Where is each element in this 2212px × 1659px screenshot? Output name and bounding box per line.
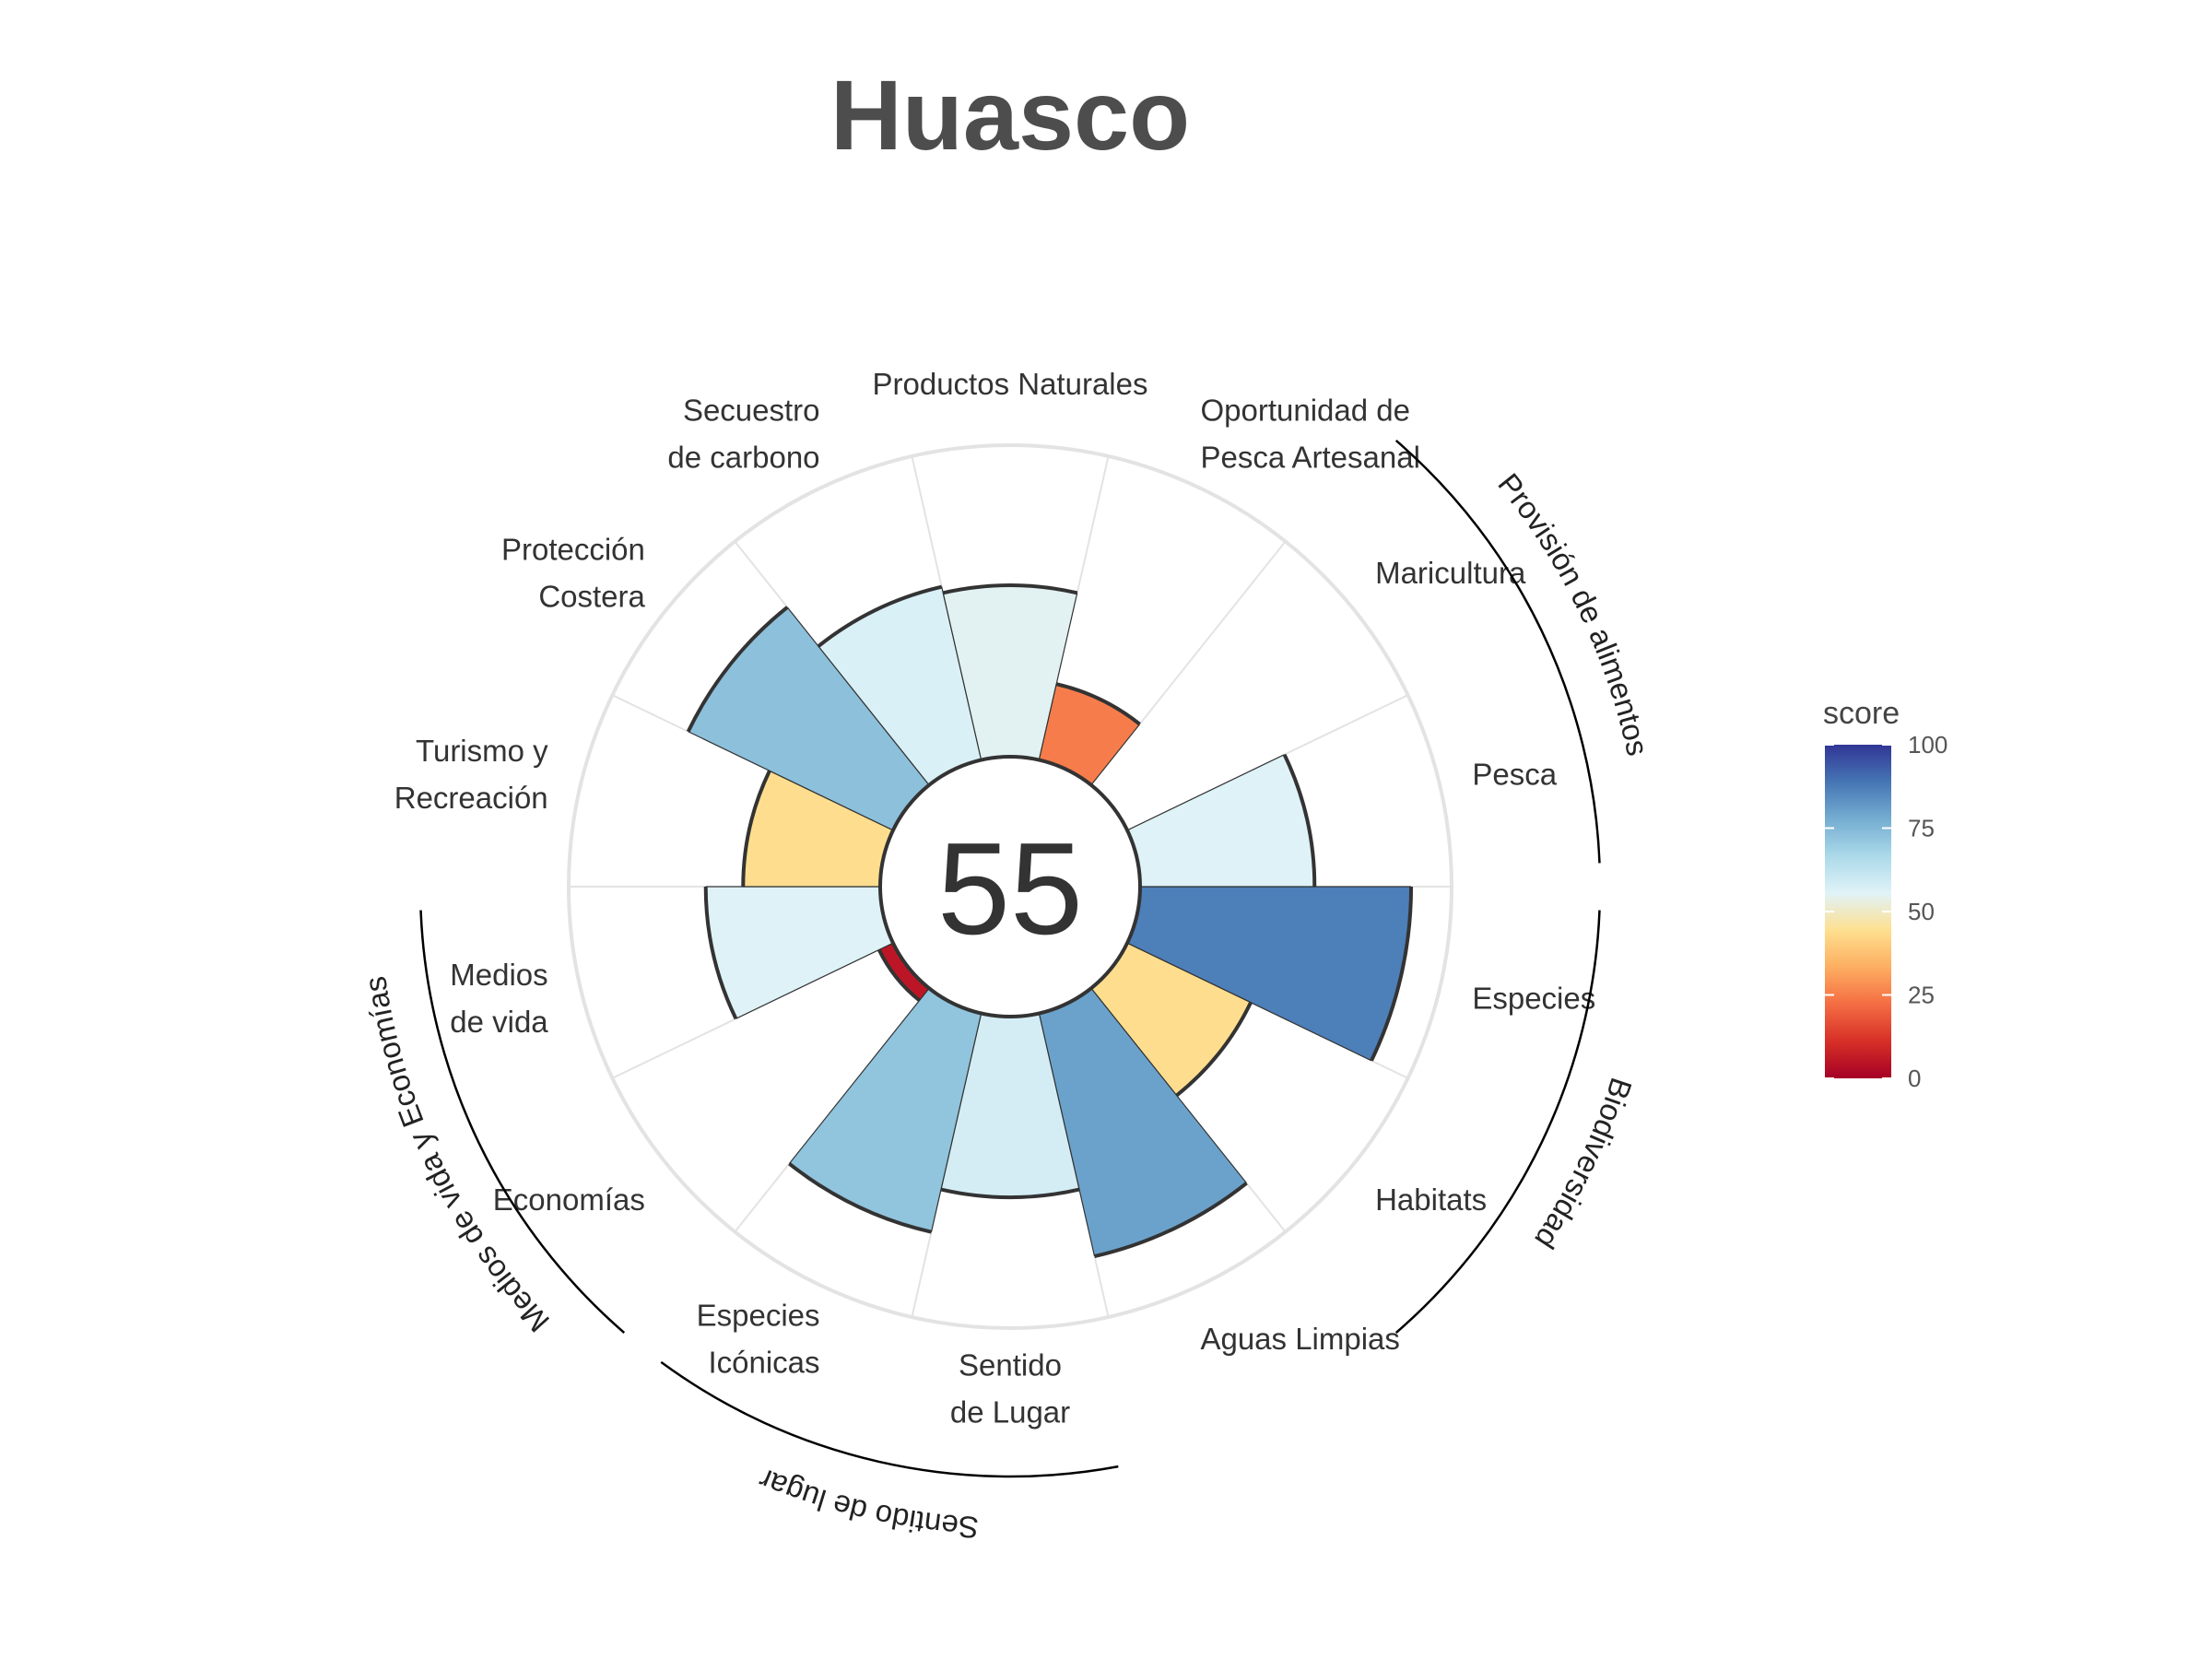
spoke-line: [911, 1231, 933, 1318]
label-line: Maricultura: [1375, 556, 1526, 590]
spoke-line: [911, 455, 943, 587]
group-label-provision-de-alimentos: Provisión de alimentos: [1491, 466, 1654, 759]
label-line: Recreación: [394, 781, 548, 815]
petal-layer: [687, 584, 1412, 1257]
spoke-line: [1093, 1255, 1110, 1318]
group-arc-medios-de-vida-y-economias: [419, 910, 626, 1334]
petal-edge-productos-naturales: [942, 583, 1078, 595]
label-line: Especies: [697, 1299, 820, 1333]
spoke-line: [1245, 1182, 1287, 1233]
label-productos-naturales: Productos Naturales: [873, 367, 1148, 401]
label-line: Productos Naturales: [873, 367, 1148, 401]
label-line: Sentido: [959, 1348, 1062, 1382]
group-arc-provision-de-alimentos: [1394, 440, 1601, 864]
label-line: Habitats: [1375, 1182, 1487, 1217]
label-especies-iconicas: Especies Icónicas: [697, 1299, 820, 1380]
label-line: Secuestro: [683, 393, 820, 427]
label-secuestro-de-carbono: Secuestro de carbono: [667, 393, 819, 474]
score-legend: score 100 75 50 25 0: [1823, 696, 1947, 1092]
label-medios-de-vida: Medios de vida: [450, 958, 548, 1039]
petal-medios-de-vida: [705, 886, 894, 1020]
spoke-line: [1284, 694, 1408, 756]
legend-tick-label: 25: [1908, 982, 1935, 1009]
center-circle: [878, 755, 1142, 1018]
petal-edge-habitats: [1175, 1001, 1253, 1098]
label-line: Costera: [538, 580, 645, 614]
legend-title: score: [1823, 696, 1900, 731]
label-oportunidad-de-pesca-artesanal: Oportunidad de Pesca Artesanal: [1200, 393, 1419, 474]
label-line: Aguas Limpias: [1200, 1322, 1399, 1356]
label-aguas-limpias: Aguas Limpias: [1200, 1322, 1399, 1356]
petal-edge-pesca: [1282, 753, 1317, 888]
label-line: Turismo y: [416, 734, 548, 768]
label-sentido-de-lugar: Sentido de Lugar: [950, 1348, 1070, 1430]
label-especies: Especies: [1472, 981, 1595, 1015]
center-score: 55: [937, 816, 1083, 962]
petal-outline-layer: [686, 583, 1414, 1259]
label-economias: Economías: [493, 1182, 645, 1217]
label-line: de vida: [450, 1005, 548, 1039]
petal-edge-medios-de-vida: [703, 886, 738, 1020]
legend-tick-label: 0: [1908, 1065, 1921, 1092]
label-line: Economías: [493, 1182, 645, 1217]
petal-edge-aguas-limpias: [1094, 1182, 1248, 1259]
petal-edge-especies-iconicas: [788, 1161, 932, 1234]
label-line: Pesca Artesanal: [1200, 440, 1419, 474]
label-pesca: Pesca: [1472, 758, 1557, 792]
legend-tick-label: 100: [1908, 731, 1947, 759]
label-habitats: Habitats: [1375, 1182, 1487, 1217]
legend-colorbar: [1825, 745, 1891, 1078]
spoke-line: [1138, 540, 1287, 725]
label-line: de Lugar: [950, 1395, 1070, 1430]
legend-tick-label: 75: [1908, 815, 1935, 842]
spoke-line: [734, 540, 789, 608]
group-label-biodiversidad: Biodiversidad: [1528, 1074, 1639, 1255]
petal-edge-economias: [877, 948, 921, 1003]
category-labels: Especies Habitats Aguas Limpias Sentido de L…: [394, 367, 1595, 1430]
petal-edge-oportunidad-de-pesca-artesanal: [1055, 682, 1141, 726]
legend-tick-label: 50: [1908, 898, 1935, 925]
petal-edge-turismo-y-recreacion: [741, 770, 771, 888]
group-label-sentido-de-lugar: Sentido de lugar: [754, 1462, 980, 1545]
label-line: de carbono: [667, 440, 819, 474]
label-line: Especies: [1472, 981, 1595, 1015]
group-arc-sentido-de-lugar: [660, 1360, 1119, 1478]
legend-ticks: 100 75 50 25 0: [1825, 731, 1947, 1092]
petal-edge-especies: [1370, 886, 1414, 1062]
label-line: Protección: [501, 533, 645, 567]
spoke-line: [612, 694, 689, 733]
spoke-line: [612, 1018, 736, 1079]
chart-title: Huasco: [830, 59, 1190, 171]
label-line: Pesca: [1472, 758, 1557, 792]
label-proteccion-costera: Protección Costera: [501, 533, 646, 614]
petal-edge-secuestro-de-carbono: [817, 584, 943, 648]
label-maricultura: Maricultura: [1375, 556, 1526, 590]
petal-pesca: [1126, 753, 1315, 888]
petal-edge-sentido-de-lugar: [940, 1187, 1080, 1200]
petal-especies-iconicas: [788, 987, 982, 1233]
grid-layer: [567, 443, 1453, 1330]
label-line: Oportunidad de: [1200, 393, 1410, 427]
group-arc-biodiversidad: [1394, 910, 1601, 1334]
label-line: Medios: [450, 958, 547, 992]
label-line: Icónicas: [708, 1346, 819, 1380]
petal-edge-proteccion-costera: [686, 606, 789, 733]
spoke-line: [734, 1162, 791, 1233]
spoke-line: [1076, 455, 1110, 594]
label-turismo-y-recreacion: Turismo y Recreación: [394, 734, 548, 815]
spoke-line: [1371, 1059, 1408, 1079]
